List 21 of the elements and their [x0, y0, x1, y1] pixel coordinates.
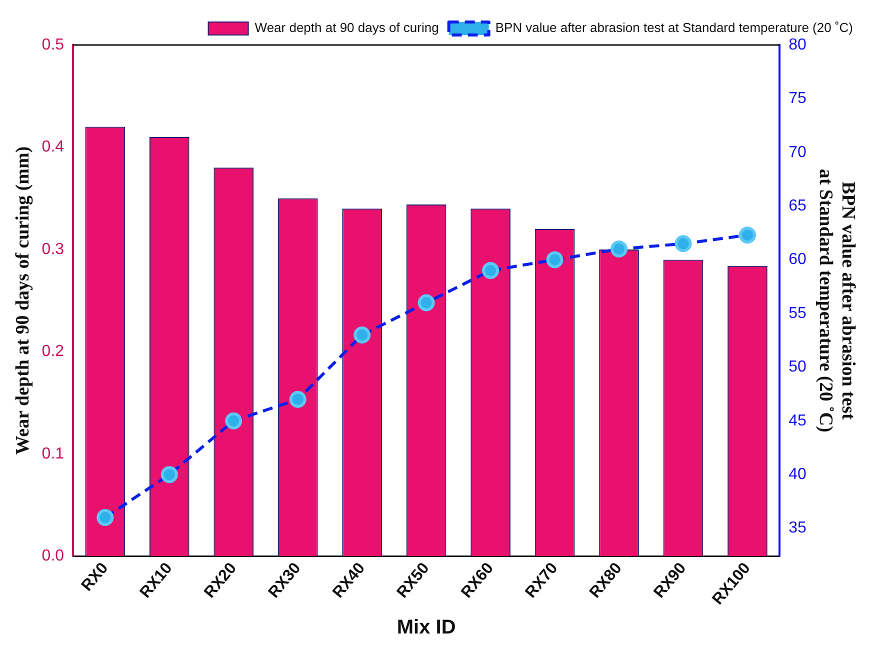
y2-tick-label: 35 — [788, 520, 806, 537]
y-axis-title: Wear depth at 90 days of curing (mm) — [12, 146, 34, 455]
legend-label: BPN value after abrasion test at Standard temperature (20 ˚C) — [495, 20, 854, 36]
y-tick-label: 0.4 — [42, 138, 64, 156]
y2-tick-label: 75 — [788, 90, 806, 108]
y-tick-label: 0.0 — [42, 548, 64, 565]
legend-label: Wear depth at 90 days of curing — [254, 20, 439, 36]
y-tick-label: 0.3 — [42, 240, 64, 258]
y2-axis-title: BPN value after abrasion test at Standard temperature (20 ˚C) — [814, 168, 859, 432]
y-tick-label: 0.2 — [42, 343, 64, 360]
y2-tick-label: 40 — [788, 466, 806, 483]
x-axis-title: Mix ID — [396, 616, 456, 639]
y2-tick-label: 80 — [788, 36, 806, 54]
y2-tick-label: 65 — [788, 197, 806, 214]
y2-tick-label: 45 — [788, 412, 806, 430]
y-tick-label: 0.5 — [42, 36, 64, 54]
y2-tick-label: 55 — [788, 304, 806, 322]
y-tick-label: 0.1 — [42, 445, 64, 462]
y2-tick-label: 50 — [788, 358, 806, 376]
y2-tick-label: 60 — [788, 251, 806, 268]
y2-tick-label: 70 — [788, 144, 806, 161]
